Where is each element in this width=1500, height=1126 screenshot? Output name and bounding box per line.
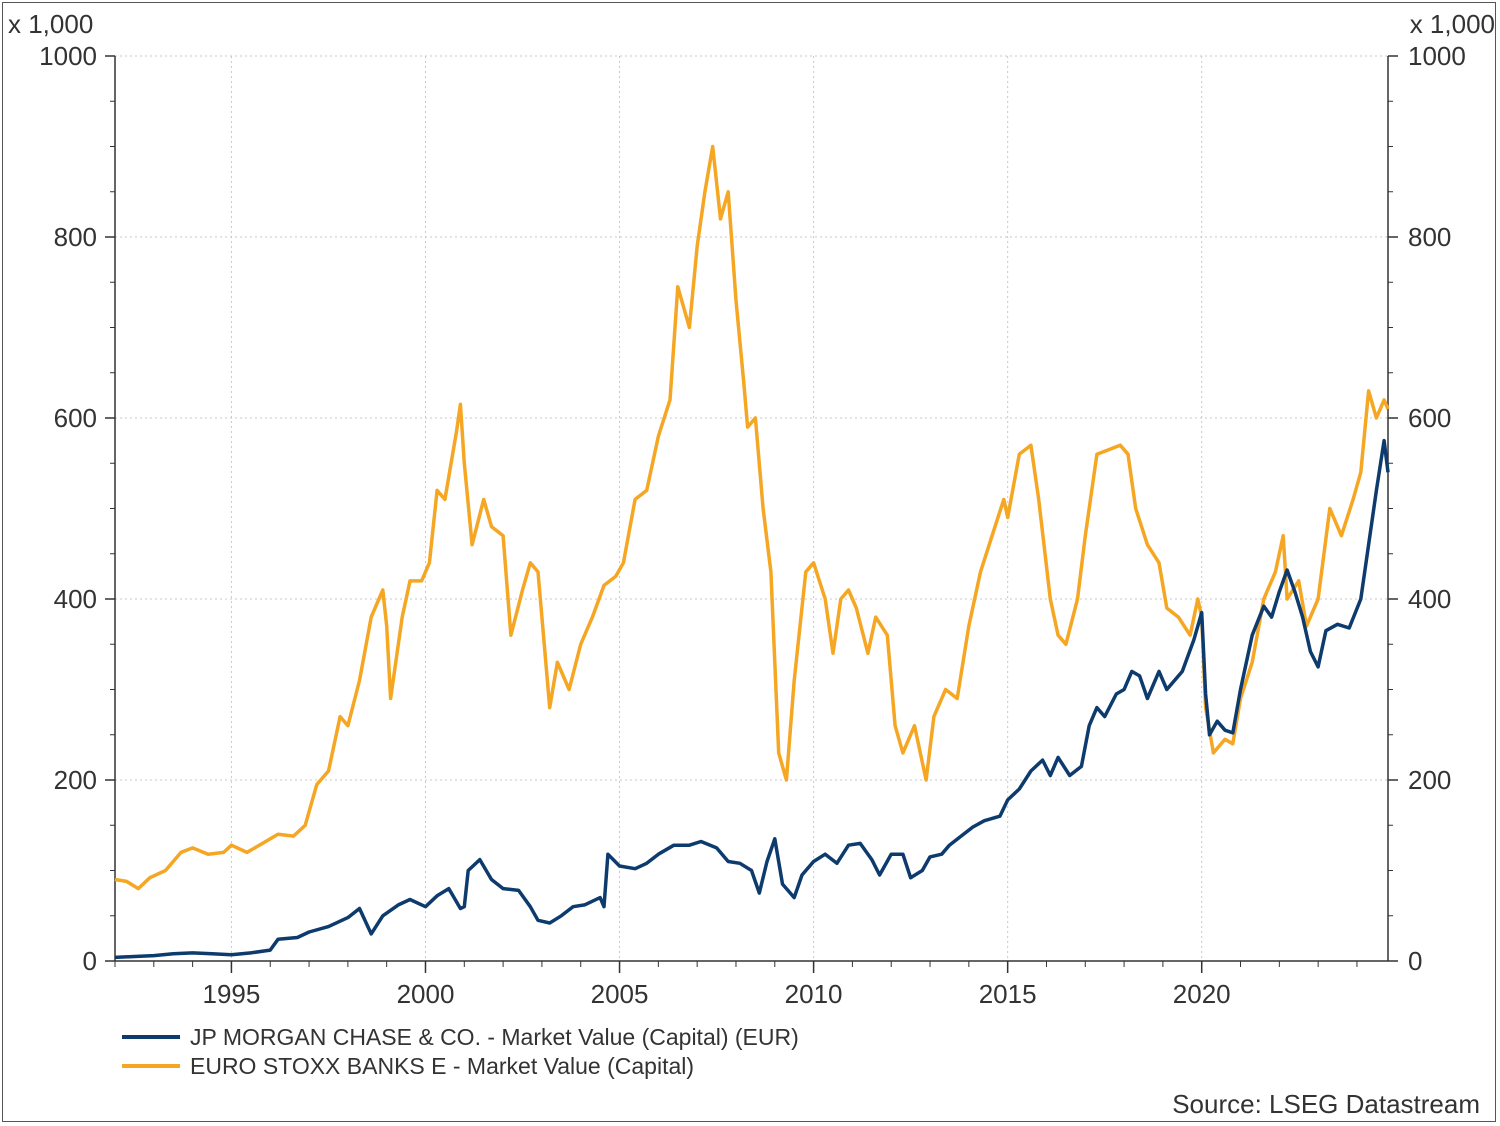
legend-label-eurostoxx: EURO STOXX BANKS E - Market Value (Capit…: [190, 1053, 694, 1079]
legend: JP MORGAN CHASE & CO. - Market Value (Ca…: [122, 1024, 799, 1079]
ytick-label-left-400: 400: [54, 584, 97, 614]
ytick-label-right-600: 600: [1408, 403, 1451, 433]
xtick-label-2000: 2000: [397, 979, 455, 1009]
series-line-1: [114, 144, 1390, 891]
xtick-label-2015: 2015: [979, 979, 1037, 1009]
ytick-label-right-200: 200: [1408, 765, 1451, 795]
xtick-label-2010: 2010: [785, 979, 843, 1009]
gridlines: [115, 55, 1388, 961]
xtick-label-1995: 1995: [203, 979, 261, 1009]
ytick-label-left-200: 200: [54, 765, 97, 795]
xtick-label-2020: 2020: [1173, 979, 1231, 1009]
tick-labels: 0 0 200 200 400 400 600 600 800 800 1000 1000 1995 20…: [39, 41, 1466, 1009]
ytick-label-left-600: 600: [54, 403, 97, 433]
right-multiplier-label: x 1,000: [1410, 9, 1495, 39]
ytick-label-right-400: 400: [1408, 584, 1451, 614]
ytick-label-left-0: 0: [83, 946, 97, 976]
ytick-label-right-1000: 1000: [1408, 41, 1466, 71]
axes: [105, 55, 1398, 973]
left-multiplier-label: x 1,000: [8, 9, 93, 39]
ytick-label-left-1000: 1000: [39, 41, 97, 71]
ytick-label-left-800: 800: [54, 222, 97, 252]
series-line-0: [114, 438, 1390, 960]
source-note: Source: LSEG Datastream: [1172, 1089, 1480, 1119]
xtick-label-2005: 2005: [591, 979, 649, 1009]
ytick-label-right-0: 0: [1408, 946, 1422, 976]
ytick-label-right-800: 800: [1408, 222, 1451, 252]
series-lines: [114, 144, 1390, 960]
legend-label-jpm: JP MORGAN CHASE & CO. - Market Value (Ca…: [190, 1024, 799, 1050]
